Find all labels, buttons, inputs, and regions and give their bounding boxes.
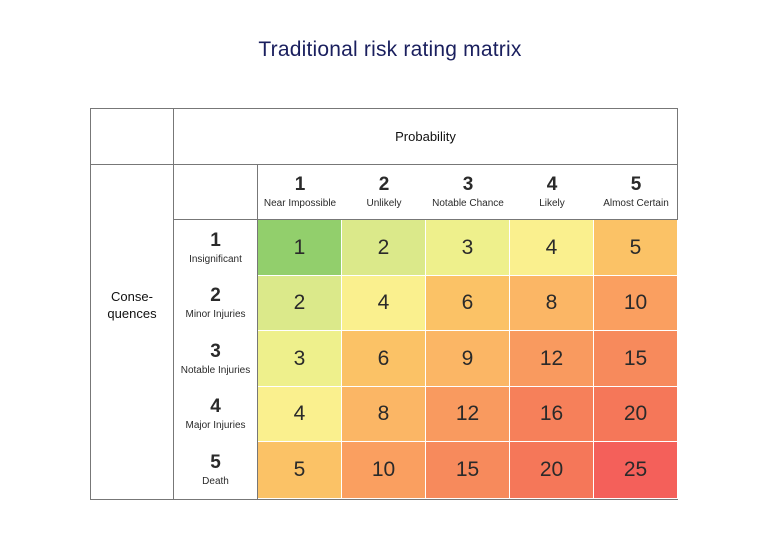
consequence-header-cell: 3 Notable Injuries	[174, 331, 257, 387]
probability-level-number: 2	[378, 173, 390, 195]
consequences-axis-label: Conse- quences	[90, 288, 174, 322]
risk-cell: 6	[342, 331, 426, 387]
risk-cell: 6	[426, 276, 510, 331]
probability-header-cell: 2 Unlikely	[342, 165, 426, 219]
risk-cell: 12	[510, 331, 594, 387]
risk-cell: 9	[426, 331, 510, 387]
probability-level-number: 4	[546, 173, 558, 195]
consequence-level-number: 1	[210, 229, 221, 251]
consequence-level-label: Death	[202, 476, 229, 487]
consequence-header-cell: 1 Insignificant	[174, 220, 257, 276]
consequence-level-label: Insignificant	[189, 253, 242, 265]
probability-level-label: Likely	[539, 197, 565, 209]
probability-level-number: 1	[294, 173, 306, 195]
probability-level-number: 5	[630, 173, 642, 195]
risk-cell: 8	[510, 276, 594, 331]
probability-level-label: Near Impossible	[263, 197, 337, 209]
consequence-level-number: 5	[210, 452, 221, 473]
consequences-label-line: quences	[107, 306, 157, 321]
grid-line	[173, 219, 678, 220]
probability-axis-label: Probability	[395, 128, 456, 144]
risk-cell: 20	[510, 442, 594, 499]
risk-cell: 12	[426, 387, 510, 442]
probability-header-cell: 3 Notable Chance	[426, 165, 510, 219]
consequence-header-cell: 5 Death	[174, 442, 257, 499]
consequence-level-label: Major Injuries	[185, 420, 246, 431]
probability-level-label: Almost Certain	[603, 197, 669, 209]
consequence-level-number: 2	[210, 285, 221, 306]
risk-cell: 15	[426, 442, 510, 499]
grid-line	[173, 108, 174, 500]
page-title: Traditional risk rating matrix	[258, 38, 522, 61]
consequence-header-cell: 4 Major Injuries	[174, 387, 257, 442]
probability-header-cell: 5 Almost Certain	[594, 165, 678, 219]
probability-header-cell: 1 Near Impossible	[258, 165, 342, 219]
risk-cell: 8	[342, 387, 426, 442]
consequence-header-cell: 2 Minor Injuries	[174, 276, 257, 331]
grid-line	[257, 164, 258, 500]
risk-cell: 4	[258, 387, 342, 442]
consequences-label-line: Conse-	[111, 289, 153, 304]
risk-cell: 5	[594, 220, 678, 276]
risk-cell: 3	[258, 331, 342, 387]
risk-cell: 4	[342, 276, 426, 331]
risk-cell: 10	[594, 276, 678, 331]
consequence-level-label: Notable Injuries	[180, 364, 251, 376]
risk-cell: 2	[258, 276, 342, 331]
risk-cell: 16	[510, 387, 594, 442]
risk-cell: 3	[426, 220, 510, 276]
probability-level-label: Unlikely	[366, 197, 402, 209]
probability-header-cell: 4 Likely	[510, 165, 594, 219]
risk-cell: 15	[594, 331, 678, 387]
risk-cell: 4	[510, 220, 594, 276]
risk-cell: 5	[258, 442, 342, 499]
risk-cell: 25	[594, 442, 678, 499]
consequence-level-number: 4	[210, 396, 221, 417]
probability-level-label: Notable Chance	[432, 197, 504, 209]
risk-cell: 20	[594, 387, 678, 442]
consequence-level-number: 3	[210, 340, 221, 362]
grid-line	[90, 164, 678, 165]
risk-cell: 10	[342, 442, 426, 499]
probability-level-number: 3	[462, 173, 474, 195]
consequence-level-label: Minor Injuries	[185, 309, 246, 320]
risk-cell: 2	[342, 220, 426, 276]
risk-cell: 1	[258, 220, 342, 276]
